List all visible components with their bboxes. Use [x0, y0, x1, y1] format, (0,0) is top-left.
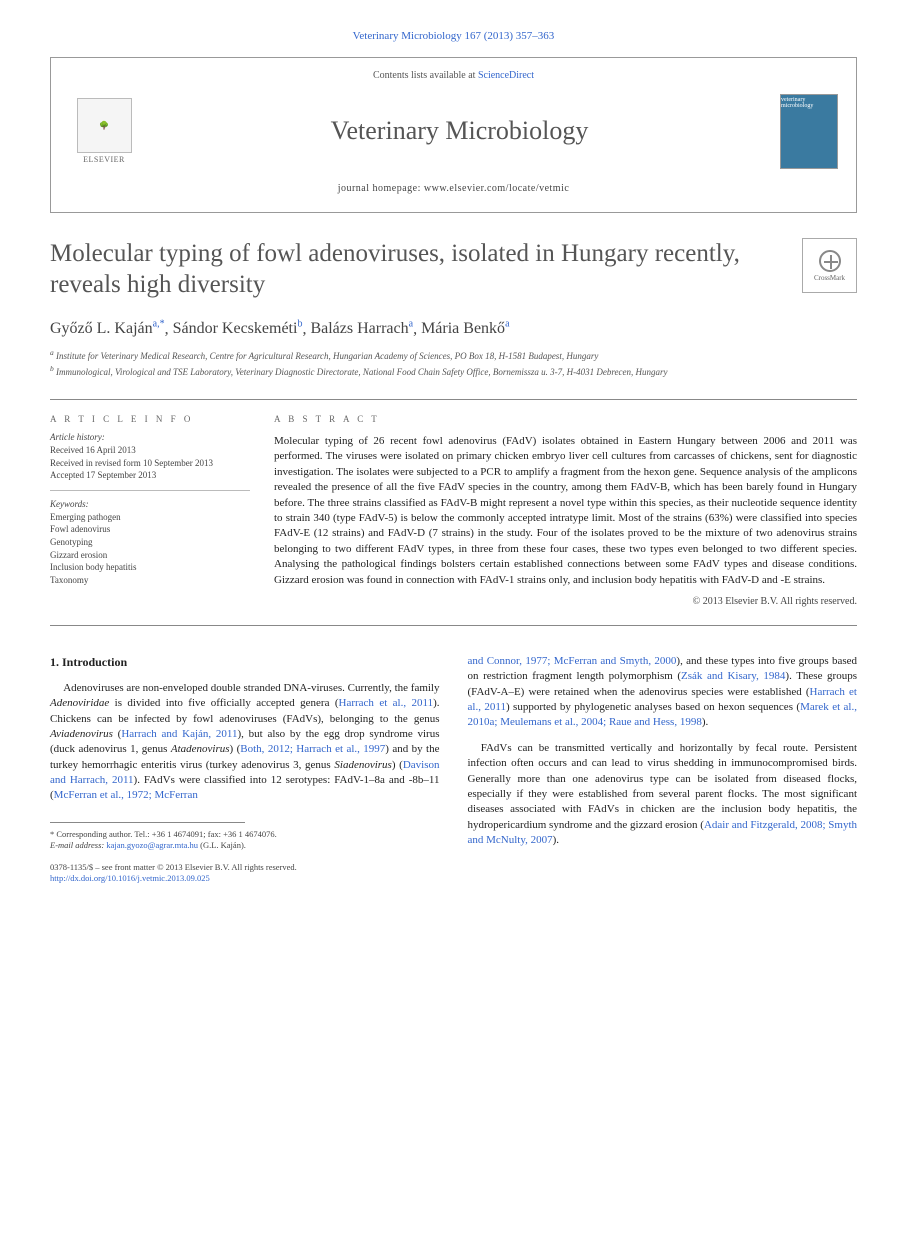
- keyword: Taxonomy: [50, 574, 250, 587]
- author-name: Mária Benkő: [421, 320, 505, 337]
- email-suffix: (G.L. Kaján).: [198, 840, 246, 850]
- abstract-col: A B S T R A C T Molecular typing of 26 r…: [274, 414, 857, 607]
- keyword: Emerging pathogen: [50, 511, 250, 524]
- keyword: Inclusion body hepatitis: [50, 561, 250, 574]
- history-line: Received 16 April 2013: [50, 444, 250, 457]
- italic-term: Adenoviridae: [50, 697, 109, 709]
- elsevier-text: ELSEVIER: [83, 155, 125, 164]
- keywords-block: Keywords: Emerging pathogen Fowl adenovi…: [50, 499, 250, 595]
- journal-header-box: Contents lists available at ScienceDirec…: [50, 57, 857, 213]
- citation-link[interactable]: McFerran et al., 1972; McFerran: [54, 789, 198, 801]
- email-line: E-mail address: kajan.gyozo@agrar.mta.hu…: [50, 840, 440, 851]
- sciencedirect-link[interactable]: ScienceDirect: [478, 70, 534, 81]
- keywords-label: Keywords:: [50, 499, 250, 509]
- bottom-info: 0378-1135/$ – see front matter © 2013 El…: [50, 862, 440, 884]
- abstract-text: Molecular typing of 26 recent fowl adeno…: [274, 434, 857, 588]
- footnote-separator: [50, 822, 245, 829]
- author: Balázs Harracha: [310, 320, 413, 337]
- elsevier-logo: 🌳 ELSEVIER: [69, 91, 139, 171]
- text-run: ) (: [230, 743, 241, 755]
- doi-line: http://dx.doi.org/10.1016/j.vetmic.2013.…: [50, 873, 440, 884]
- affiliation: b Immunological, Virological and TSE Lab…: [50, 364, 857, 379]
- body-columns: 1. Introduction Adenoviruses are non-env…: [50, 654, 857, 884]
- elsevier-tree-icon: 🌳: [77, 98, 132, 153]
- email-label: E-mail address:: [50, 840, 106, 850]
- body-paragraph: and Connor, 1977; McFerran and Smyth, 20…: [468, 654, 858, 731]
- citation-link[interactable]: and Connor, 1977; McFerran and Smyth, 20…: [468, 655, 677, 667]
- keyword: Gizzard erosion: [50, 549, 250, 562]
- section-title: Introduction: [62, 655, 127, 669]
- history-label: Article history:: [50, 432, 250, 442]
- text-run: is divided into five officially accepted…: [109, 697, 338, 709]
- author-name: Balázs Harrach: [310, 320, 408, 337]
- affil-text: Institute for Veterinary Medical Researc…: [56, 351, 598, 361]
- text-run: ).: [553, 834, 559, 846]
- author-sup: a: [409, 319, 413, 330]
- article-info-col: A R T I C L E I N F O Article history: R…: [50, 414, 250, 607]
- body-paragraph: FAdVs can be transmitted vertically and …: [468, 741, 858, 849]
- history-line: Received in revised form 10 September 20…: [50, 457, 250, 470]
- section-number: 1.: [50, 655, 59, 669]
- issn-line: 0378-1135/$ – see front matter © 2013 El…: [50, 862, 440, 873]
- italic-term: Aviadenovirus: [50, 728, 113, 740]
- journal-homepage-line: journal homepage: www.elsevier.com/locat…: [69, 183, 838, 194]
- doi-prefix: http://dx.doi.org/: [50, 873, 107, 883]
- homepage-url[interactable]: www.elsevier.com/locate/vetmic: [424, 183, 569, 194]
- citation-link[interactable]: Zsák and Kisary, 1984: [681, 670, 785, 682]
- text-run: ) supported by phylogenetic analyses bas…: [506, 701, 800, 713]
- text-run: Adenoviruses are non-enveloped double st…: [63, 682, 439, 694]
- contents-prefix: Contents lists available at: [373, 70, 478, 81]
- journal-title: Veterinary Microbiology: [139, 116, 780, 146]
- body-paragraph: Adenoviruses are non-enveloped double st…: [50, 681, 440, 804]
- crossmark-badge[interactable]: CrossMark: [802, 238, 857, 293]
- affiliations: a Institute for Veterinary Medical Resea…: [50, 348, 857, 379]
- author-sup: a: [505, 319, 509, 330]
- text-run: ).: [702, 716, 708, 728]
- author: Sándor Kecskemétib: [173, 320, 303, 337]
- affil-text: Immunological, Virological and TSE Labor…: [56, 367, 668, 377]
- italic-term: Atadenovirus: [171, 743, 230, 755]
- affiliation: a Institute for Veterinary Medical Resea…: [50, 348, 857, 363]
- corr-line: * Corresponding author. Tel.: +36 1 4674…: [50, 829, 440, 840]
- affil-sup: b: [50, 364, 54, 373]
- doi-link[interactable]: 10.1016/j.vetmic.2013.09.025: [107, 873, 209, 883]
- history-line: Accepted 17 September 2013: [50, 469, 250, 482]
- citation-link[interactable]: Harrach and Kaján, 2011: [121, 728, 237, 740]
- text-run: ) (: [392, 759, 403, 771]
- body-col-left: 1. Introduction Adenoviruses are non-env…: [50, 654, 440, 884]
- abstract-copyright: © 2013 Elsevier B.V. All rights reserved…: [274, 596, 857, 607]
- body-col-right: and Connor, 1977; McFerran and Smyth, 20…: [468, 654, 858, 884]
- author-sup: b: [297, 319, 302, 330]
- section-heading: 1. Introduction: [50, 654, 440, 671]
- top-citation: Veterinary Microbiology 167 (2013) 357–3…: [50, 30, 857, 42]
- authors-line: Győző L. Kajána,*, Sándor Kecskemétib, B…: [50, 319, 857, 338]
- info-abstract-row: A R T I C L E I N F O Article history: R…: [50, 399, 857, 626]
- text-run: FAdVs can be transmitted vertically and …: [468, 742, 858, 831]
- italic-term: Siadenovirus: [334, 759, 391, 771]
- author-name: Győző L. Kaján: [50, 320, 153, 337]
- citation-link[interactable]: Both, 2012; Harrach et al., 1997: [240, 743, 385, 755]
- contents-available-line: Contents lists available at ScienceDirec…: [69, 70, 838, 81]
- keyword: Fowl adenovirus: [50, 523, 250, 536]
- homepage-prefix: journal homepage:: [338, 183, 424, 194]
- author-sup: a,*: [153, 319, 165, 330]
- keyword: Genotyping: [50, 536, 250, 549]
- article-title: Molecular typing of fowl adenoviruses, i…: [50, 238, 802, 301]
- article-history-block: Article history: Received 16 April 2013 …: [50, 432, 250, 491]
- author: Mária Benkőa: [421, 320, 509, 337]
- crossmark-icon: [819, 250, 841, 272]
- article-info-heading: A R T I C L E I N F O: [50, 414, 250, 424]
- header-row: 🌳 ELSEVIER Veterinary Microbiology veter…: [69, 91, 838, 171]
- author: Győző L. Kajána,*: [50, 320, 165, 337]
- journal-cover-thumb: veterinary microbiology: [780, 94, 838, 169]
- citation-link[interactable]: Harrach et al., 2011: [339, 697, 434, 709]
- author-name: Sándor Kecskeméti: [173, 320, 298, 337]
- abstract-heading: A B S T R A C T: [274, 414, 857, 424]
- title-row: Molecular typing of fowl adenoviruses, i…: [50, 238, 857, 301]
- affil-sup: a: [50, 348, 54, 357]
- crossmark-label: CrossMark: [814, 274, 845, 282]
- email-link[interactable]: kajan.gyozo@agrar.mta.hu: [106, 840, 198, 850]
- corresponding-author-footnote: * Corresponding author. Tel.: +36 1 4674…: [50, 829, 440, 852]
